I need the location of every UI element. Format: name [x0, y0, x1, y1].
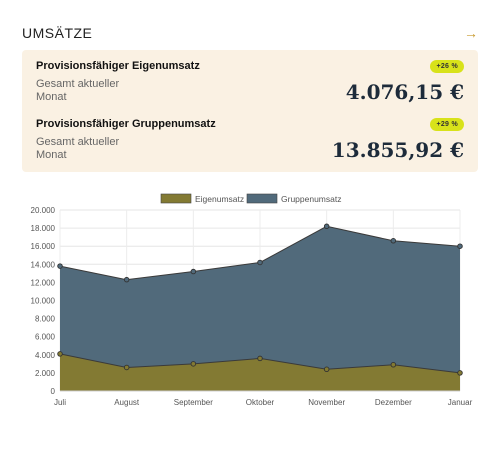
summary-eigenumsatz: Provisionsfähiger Eigenumsatz +26 % Gesa… [36, 58, 464, 104]
eigenumsatz-point [457, 370, 463, 376]
eigenumsatz-point [190, 361, 197, 367]
y-tick-label: 20.000 [31, 206, 56, 215]
eigenumsatz-point [257, 355, 263, 362]
gruppenumsatz-point [123, 276, 130, 283]
y-tick-label: 6.000 [35, 333, 56, 342]
gruppenumsatz-point [190, 268, 197, 275]
gruppenumsatz-point [390, 238, 397, 244]
gruppenumsatz-point [457, 243, 463, 249]
summary-label: Provisionsfähiger Eigenumsatz [36, 60, 200, 72]
y-tick-label: 0 [51, 387, 56, 396]
arrow-right-icon[interactable]: → [464, 25, 478, 41]
summary-sublabel: Gesamt aktueller Monat [36, 78, 120, 103]
legend-label-gruppenumsatz: Gruppenumsatz [281, 194, 341, 204]
summary-gruppenumsatz: Provisionsfähiger Gruppenumsatz +29 % Ge… [36, 116, 464, 162]
y-tick-label: 12.000 [31, 278, 56, 287]
y-tick-label: 14.000 [31, 260, 56, 269]
x-tick-label: November [308, 398, 345, 407]
gruppenumsatz-point [323, 223, 330, 230]
y-tick-label: 8.000 [35, 315, 56, 324]
summary-card: Provisionsfähiger Eigenumsatz +26 % Gesa… [22, 50, 478, 172]
legend-label-eigenumsatz: Eigenumsatz [195, 194, 244, 204]
revenue-chart: 0 2.000 4.000 6.000 8.000 10.000 12.000 14.000 1… [0, 185, 500, 415]
area-chart: 0 2.000 4.000 6.000 8.000 10.000 12.000 14.000 1… [31, 193, 473, 407]
x-tick-label: Oktober [246, 398, 275, 407]
change-badge: +26 % [430, 59, 464, 73]
legend-swatch-eigenumsatz [160, 193, 192, 204]
x-tick-label: September [174, 398, 213, 407]
section-title: UMSÄTZE [22, 25, 93, 41]
eigenumsatz-point [323, 366, 330, 373]
summary-sublabel: Gesamt aktueller Monat [36, 136, 120, 161]
eigenumsatz-point [57, 351, 63, 357]
x-tick-label: Dezember [375, 398, 412, 407]
y-tick-label: 10.000 [31, 297, 56, 306]
eigenumsatz-point [123, 364, 130, 371]
x-tick-label: Januar [448, 398, 473, 407]
gruppenumsatz-point [57, 263, 63, 269]
eigenumsatz-area [60, 353, 460, 391]
summary-amount: 13.855,92 € [331, 138, 464, 162]
eigenumsatz-point [390, 362, 397, 368]
change-badge: +29 % [430, 117, 464, 131]
x-tick-label: Juli [54, 398, 66, 407]
legend-swatch-gruppenumsatz [246, 193, 278, 204]
section-header: UMSÄTZE → [22, 22, 478, 44]
y-tick-label: 18.000 [31, 224, 56, 233]
x-tick-label: August [114, 398, 140, 407]
gruppenumsatz-area [60, 226, 460, 373]
summary-label: Provisionsfähiger Gruppenumsatz [36, 118, 216, 130]
summary-amount: 4.076,15 € [345, 80, 464, 104]
y-tick-label: 2.000 [35, 369, 56, 378]
y-tick-label: 4.000 [35, 351, 56, 360]
gruppenumsatz-point [257, 259, 263, 266]
y-tick-label: 16.000 [31, 242, 56, 251]
